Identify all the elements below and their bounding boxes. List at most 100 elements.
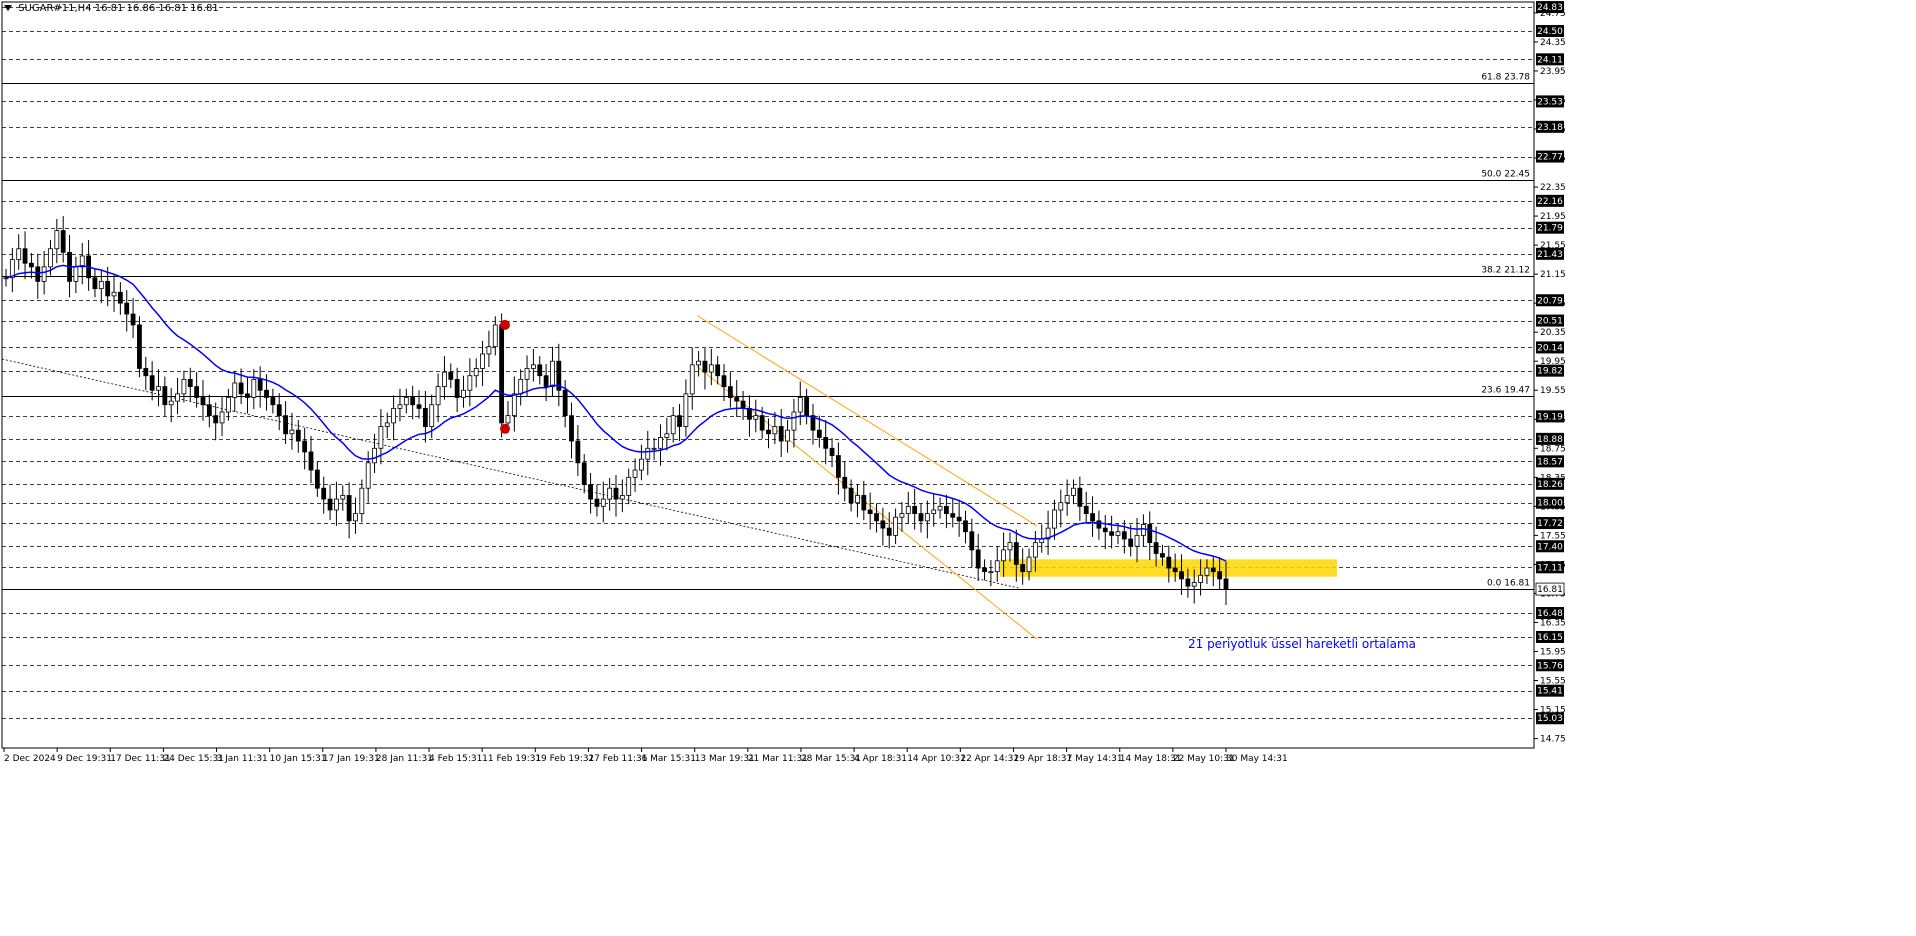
price-bar-body bbox=[1090, 513, 1095, 522]
price-bar-body bbox=[54, 230, 60, 250]
level-tag-label: 24.11 bbox=[1537, 55, 1563, 65]
level-tag-box bbox=[1536, 561, 1564, 574]
price-bar-body bbox=[403, 397, 409, 406]
price-bar-body bbox=[1045, 527, 1051, 540]
price-bar-body bbox=[734, 397, 740, 402]
price-bar-body bbox=[1032, 542, 1038, 558]
level-tag-box bbox=[1536, 221, 1564, 234]
level-tag-label: 16.48 bbox=[1537, 609, 1563, 619]
fibonacci-label: 0.0 16.81 bbox=[1487, 579, 1530, 589]
price-bar-body bbox=[175, 393, 180, 402]
price-bar-body bbox=[702, 360, 708, 373]
price-bar-body bbox=[105, 280, 111, 297]
price-axis-label: 17.55 bbox=[1540, 531, 1566, 541]
price-bar-body bbox=[1140, 524, 1146, 536]
plot-frame bbox=[1, 1, 1535, 749]
price-bar-body bbox=[1160, 553, 1165, 558]
level-tag-box bbox=[1536, 607, 1564, 620]
markers bbox=[500, 319, 510, 434]
price-bar-body bbox=[575, 440, 581, 464]
price-bar-body bbox=[1198, 574, 1203, 583]
price-bar-body bbox=[435, 386, 441, 406]
price-bar-body bbox=[1058, 502, 1064, 511]
price-bar-body bbox=[944, 505, 949, 515]
price-bar-body bbox=[715, 364, 721, 377]
time-axis-label: 21 Mar 11:31 bbox=[748, 754, 808, 764]
price-bar-body bbox=[899, 513, 905, 518]
time-axis-label: 10 Jan 15:31 bbox=[270, 754, 327, 764]
price-bar-body bbox=[422, 407, 428, 427]
price-bar-body bbox=[194, 386, 200, 398]
price-bar-body bbox=[359, 487, 365, 515]
time-axis-label: 17 Jan 19:31 bbox=[323, 754, 380, 764]
price-bar-body bbox=[1147, 524, 1153, 544]
price-bar-body bbox=[92, 277, 98, 290]
level-tag-box bbox=[1536, 194, 1564, 207]
price-axis-label: 15.55 bbox=[1540, 677, 1566, 687]
price-bar-body bbox=[918, 513, 924, 522]
level-tag-box bbox=[1536, 540, 1564, 553]
price-bar-body bbox=[543, 375, 549, 388]
price-axis-label: 15.15 bbox=[1540, 706, 1566, 716]
price-bar-body bbox=[264, 389, 269, 398]
price-bar-body bbox=[924, 513, 930, 522]
price-bar-body bbox=[562, 389, 568, 417]
price-bar-body bbox=[823, 437, 829, 449]
price-bar-body bbox=[1071, 487, 1076, 496]
price-bar-body bbox=[613, 487, 619, 500]
time-axis-label: 29 Apr 18:31 bbox=[1013, 754, 1072, 764]
price-bar-body bbox=[499, 324, 505, 424]
price-bar-body bbox=[295, 429, 301, 442]
price-bar-body bbox=[416, 404, 422, 409]
time-axis-label: 7 May 14:31 bbox=[1067, 754, 1123, 764]
dropdown-triangle-icon[interactable] bbox=[4, 5, 12, 11]
price-bar-body bbox=[1077, 487, 1083, 507]
level-tag-box bbox=[1536, 364, 1564, 377]
price-bar-body bbox=[16, 248, 22, 261]
price-bar-body bbox=[314, 469, 320, 489]
price-bar-body bbox=[461, 389, 466, 398]
level-tag-box bbox=[1536, 477, 1564, 490]
price-bar-body bbox=[1026, 556, 1032, 573]
price-bar-body bbox=[1185, 578, 1191, 587]
price-bar-body bbox=[626, 476, 632, 496]
price-bar-body bbox=[156, 386, 161, 391]
price-bar-body bbox=[442, 371, 447, 388]
price-bar-body bbox=[473, 368, 479, 377]
price-bar-body bbox=[60, 230, 66, 253]
price-bar-body bbox=[454, 378, 460, 398]
price-bar-body bbox=[308, 451, 314, 471]
time-axis-label: 17 Dec 11:31 bbox=[110, 754, 171, 764]
price-bar-body bbox=[1134, 534, 1140, 547]
level-tag-box bbox=[1536, 712, 1564, 725]
price-bar-body bbox=[41, 266, 47, 282]
price-bar-body bbox=[658, 437, 663, 449]
price-bar-body bbox=[727, 386, 733, 398]
price-bar-body bbox=[670, 415, 676, 435]
price-bar-body bbox=[1102, 527, 1108, 533]
level-tag-label: 24.50 bbox=[1537, 27, 1563, 37]
price-bar-body bbox=[29, 262, 34, 268]
time-axis-label: 19 Feb 19:31 bbox=[535, 754, 594, 764]
ema-21-line bbox=[5, 264, 1227, 562]
level-tag-label: 15.41 bbox=[1537, 687, 1563, 697]
price-bar-body bbox=[518, 378, 524, 395]
time-axis-label: 3 Jan 11:31 bbox=[217, 754, 268, 764]
price-bar-body bbox=[1096, 520, 1102, 529]
price-bar-body bbox=[581, 462, 587, 485]
level-tag-label: 15.76 bbox=[1537, 661, 1563, 671]
price-bar-body bbox=[556, 360, 562, 391]
price-bar-body bbox=[1020, 564, 1026, 573]
price-bar-body bbox=[206, 404, 212, 417]
price-bar-body bbox=[346, 495, 352, 522]
time-axis-label: 27 Feb 11:31 bbox=[588, 754, 647, 764]
price-bar-body bbox=[804, 397, 810, 417]
level-tag-label: 18.57 bbox=[1537, 457, 1563, 467]
level-tag-label: 17.72 bbox=[1537, 519, 1563, 529]
time-axis-label: 22 May 10:31 bbox=[1173, 754, 1235, 764]
level-tag-label: 20.14 bbox=[1537, 343, 1563, 353]
price-bar-body bbox=[270, 397, 276, 406]
price-bar-body bbox=[639, 458, 644, 471]
level-tag-box bbox=[1536, 455, 1564, 468]
